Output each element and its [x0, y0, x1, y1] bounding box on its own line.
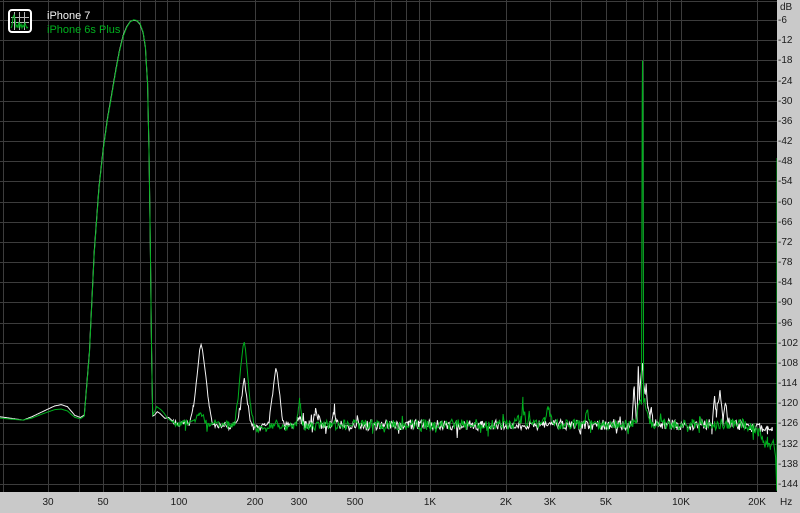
y-tick-label: -90 — [778, 297, 793, 309]
x-tick-label: 20K — [748, 497, 766, 508]
y-tick-label: -42 — [778, 136, 793, 148]
y-tick-label: -12 — [778, 35, 793, 47]
x-tick-label: 30 — [42, 497, 54, 508]
y-tick-label: -24 — [778, 75, 793, 87]
x-tick-label: 10K — [672, 497, 690, 508]
y-tick-label: -144 — [778, 478, 799, 490]
series-line-iphone-6s-plus — [0, 19, 777, 491]
y-tick-label: -132 — [778, 438, 799, 450]
x-tick-label: 100 — [170, 497, 188, 508]
y-axis-unit-label: dB — [780, 2, 793, 13]
mini-spectrum-icon — [8, 9, 32, 33]
y-axis-panel: dB -6 -12 -18 -24 -30 -36 -42 -48 -54 -60 -66 -72 -7… — [777, 0, 800, 513]
y-tick-label: -84 — [778, 277, 793, 289]
y-tick-label: -48 — [778, 156, 793, 168]
y-tick-label: -54 — [778, 176, 793, 188]
y-tick-label: -120 — [778, 398, 799, 410]
x-axis-unit-label: Hz — [780, 497, 793, 508]
y-tick-label: -102 — [778, 337, 799, 349]
y-tick-label: -36 — [778, 115, 793, 127]
x-tick-label: 3K — [543, 497, 557, 508]
y-tick-label: -18 — [778, 55, 793, 67]
x-tick-label: 500 — [346, 497, 364, 508]
x-tick-label: 5K — [599, 497, 613, 508]
spectrum-plot-canvas — [0, 0, 777, 492]
legend: iPhone 7 iPhone 6s Plus — [8, 9, 120, 37]
legend-item-iphone-6s-plus: iPhone 6s Plus — [47, 24, 121, 36]
y-tick-label: -6 — [778, 15, 787, 27]
x-tick-label: 200 — [246, 497, 264, 508]
y-tick-label: -138 — [778, 458, 799, 470]
y-tick-label: -78 — [778, 257, 793, 269]
y-tick-label: -60 — [778, 196, 793, 208]
y-tick-label: -108 — [778, 357, 799, 369]
spectrum-plot — [0, 0, 777, 492]
y-tick-label: -30 — [778, 95, 793, 107]
x-tick-label: 1K — [423, 497, 437, 508]
series-line-iphone-7 — [0, 19, 773, 439]
y-tick-label: -66 — [778, 216, 793, 228]
legend-item-iphone-7: iPhone 7 — [47, 10, 91, 22]
x-axis-panel: 30 50 100 200 300 500 1K 2K 3K 5K 10K 20K — [0, 492, 777, 513]
y-tick-label: -96 — [778, 317, 793, 329]
legend-labels: iPhone 7 iPhone 6s Plus — [47, 9, 120, 37]
grid-lines — [0, 0, 777, 492]
y-tick-label: -72 — [778, 236, 793, 248]
y-tick-label: -114 — [778, 378, 798, 390]
x-tick-label: 2K — [499, 497, 513, 508]
x-tick-label: 300 — [290, 497, 308, 508]
y-tick-label: -126 — [778, 418, 799, 430]
x-tick-label: 50 — [97, 497, 109, 508]
